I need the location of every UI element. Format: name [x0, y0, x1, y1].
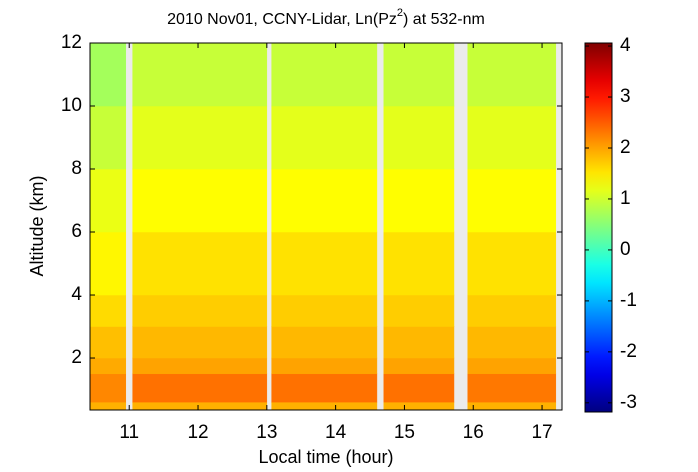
heatmap-cell — [383, 168, 455, 233]
heatmap-cell — [89, 326, 127, 359]
heatmap-cell — [467, 357, 557, 375]
y-tick-label: 10 — [61, 95, 82, 116]
colorbar-tick-label: 4 — [620, 35, 631, 56]
x-tick-label: 14 — [325, 422, 347, 443]
title-text: 2010 Nov01, CCNY-Lidar, Ln(Pz — [167, 11, 397, 28]
heatmap-cell — [467, 294, 557, 327]
heatmap-cell — [132, 294, 268, 327]
heatmap-cell — [271, 168, 378, 233]
heatmap-cell — [271, 373, 378, 403]
colorbar-tick-label: -3 — [620, 392, 637, 413]
y-tick-label: 4 — [71, 284, 82, 305]
x-tick-label: 13 — [256, 422, 277, 443]
heatmap-cell — [89, 357, 127, 375]
heatmap-cell — [132, 357, 268, 375]
colorbar-tick-label: 1 — [620, 188, 631, 209]
heatmap-cell — [383, 373, 455, 403]
y-tick-label: 8 — [71, 158, 82, 179]
colorbar-tick-label: 0 — [620, 239, 631, 260]
colorbar-tick-label: 3 — [620, 86, 631, 107]
heatmap-cell — [383, 357, 455, 375]
heatmap-cell — [383, 42, 455, 107]
colorbar-tick-label: 2 — [620, 137, 631, 158]
heatmap-cell — [89, 42, 127, 107]
title-text: ) at 532-nm — [403, 11, 485, 28]
heatmap-cell — [132, 401, 268, 411]
heatmap-cell — [271, 42, 378, 107]
colorbar-tick-label: -1 — [620, 290, 637, 311]
heatmap-cell — [89, 105, 127, 170]
heatmap-cell — [89, 168, 127, 233]
colorbar-tick-label: -2 — [620, 341, 637, 362]
heatmap-cell — [132, 42, 268, 107]
heatmap-cell — [132, 373, 268, 403]
heatmap-cell — [467, 231, 557, 296]
heatmap-cell — [383, 105, 455, 170]
heatmap-cell — [383, 401, 455, 411]
heatmap-cell — [467, 401, 557, 411]
y-tick-label: 6 — [71, 221, 82, 242]
heatmap-cell — [89, 401, 127, 411]
y-axis-label: Altitude (km) — [27, 175, 47, 276]
heatmap-cell — [89, 231, 127, 296]
heatmap-cell — [132, 168, 268, 233]
heatmap-cell — [467, 326, 557, 359]
heatmap-cell — [271, 401, 378, 411]
y-tick-label: 12 — [61, 32, 82, 53]
heatmap-cell — [467, 105, 557, 170]
heatmap-cell — [89, 373, 127, 403]
chart-title: 2010 Nov01, CCNY-Lidar, Ln(Pz2) at 532-n… — [167, 7, 485, 28]
heatmap-cell — [383, 326, 455, 359]
heatmap-cell — [467, 373, 557, 403]
heatmap-cell — [132, 231, 268, 296]
heatmap-cell — [271, 231, 378, 296]
heatmap-cell — [383, 294, 455, 327]
heatmap-cell — [132, 326, 268, 359]
heatmap-cell — [132, 105, 268, 170]
heatmap-cell — [271, 357, 378, 375]
x-tick-label: 17 — [531, 422, 552, 443]
heatmap-cell — [271, 326, 378, 359]
x-tick-label: 12 — [187, 422, 208, 443]
x-tick-label: 15 — [394, 422, 415, 443]
heatmap-cell — [271, 294, 378, 327]
heatmap-cell — [467, 42, 557, 107]
heatmap-cell — [89, 294, 127, 327]
title-superscript: 2 — [397, 7, 403, 19]
heatmap-cell — [467, 168, 557, 233]
heatmap-cell — [383, 231, 455, 296]
x-tick-label: 11 — [119, 422, 139, 443]
x-tick-label: 16 — [463, 422, 484, 443]
plot-frame — [89, 42, 563, 411]
heatmap-cell — [271, 105, 378, 170]
x-axis-label: Local time (hour) — [258, 447, 393, 467]
colorbar — [584, 42, 613, 413]
y-tick-label: 2 — [71, 347, 82, 368]
